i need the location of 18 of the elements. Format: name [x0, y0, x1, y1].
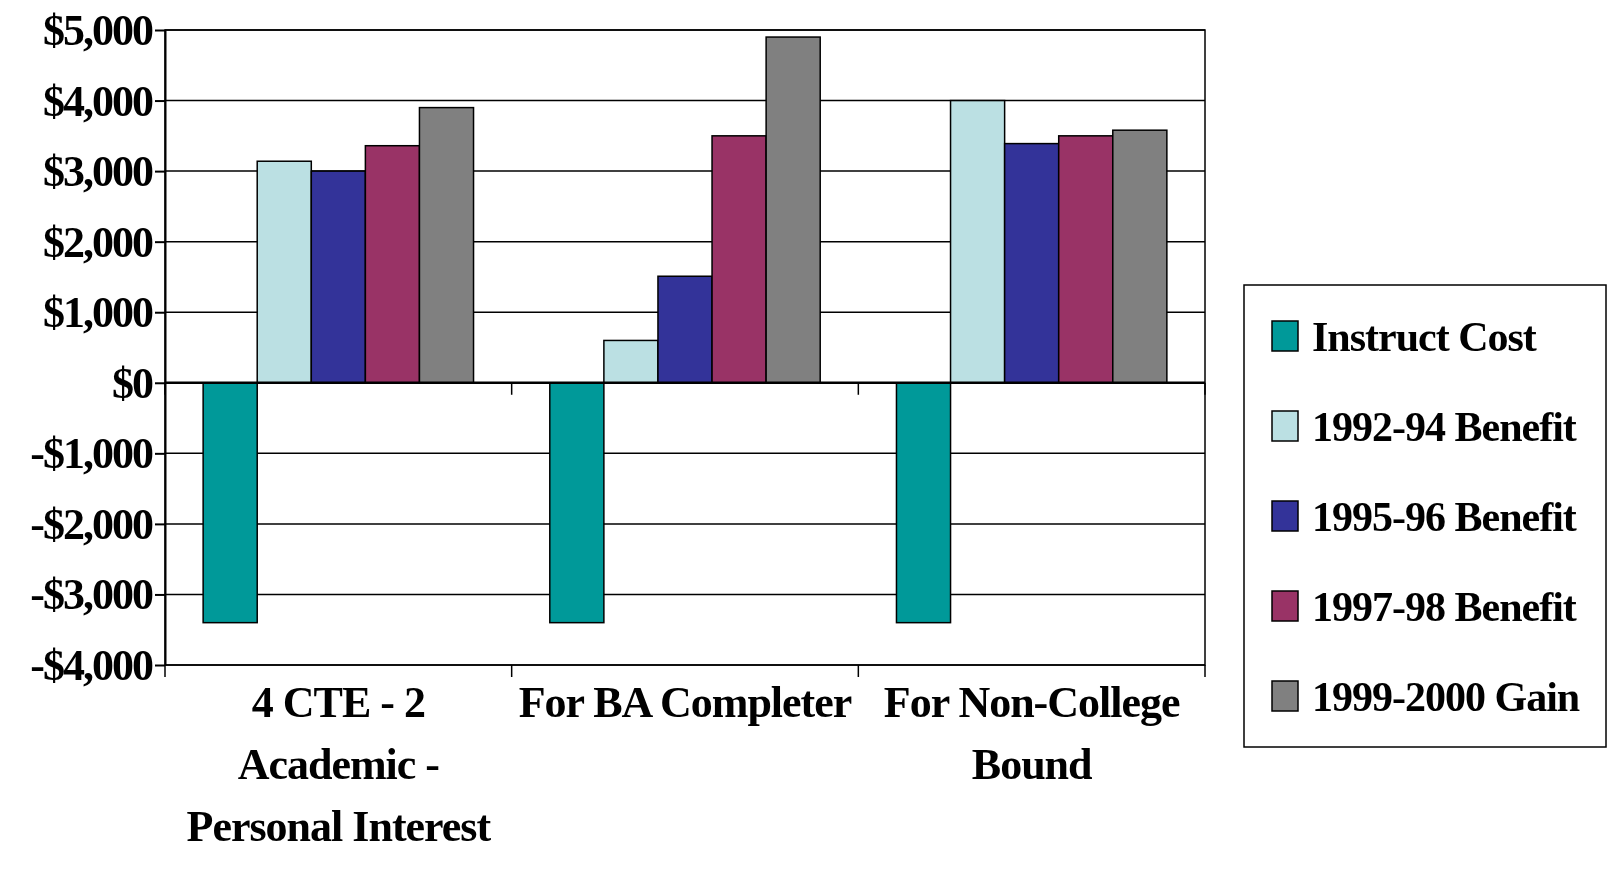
legend-label: 1997-98 Benefit: [1312, 584, 1577, 630]
y-tick-label: -$3,000: [30, 570, 153, 620]
y-tick-label: $4,000: [43, 76, 153, 126]
y-tick-label: $3,000: [43, 147, 153, 197]
x-tick-label: For Non-College Bound: [883, 678, 1181, 789]
legend-label: 1992-94 Benefit: [1312, 404, 1577, 450]
y-tick-label: $0: [112, 358, 153, 408]
y-tick-label: $1,000: [43, 288, 153, 338]
legend-label: 1999-2000 Gain: [1312, 674, 1580, 720]
y-tick-label: $2,000: [43, 217, 153, 267]
y-tick-label: -$1,000: [30, 429, 153, 479]
x-tick-label: For BA Completer: [518, 678, 852, 727]
y-tick-label: -$2,000: [30, 499, 153, 549]
legend-label: 1995-96 Benefit: [1312, 494, 1577, 540]
x-tick-label: 4 CTE - 2 Academic - Personal Interest: [186, 678, 492, 851]
y-tick-label: -$4,000: [30, 641, 153, 691]
legend-label: Instruct Cost: [1312, 314, 1537, 360]
y-tick-label: $5,000: [43, 6, 153, 56]
